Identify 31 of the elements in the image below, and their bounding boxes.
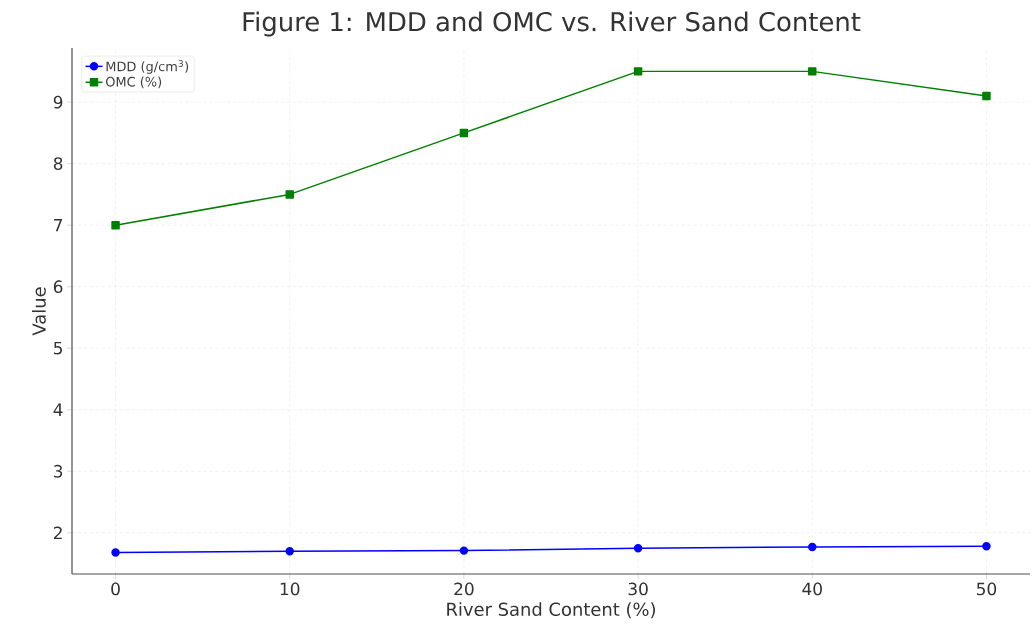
x-tick-label: 50 [977, 582, 997, 596]
x-axis-title: River Sand Content (%) [447, 602, 655, 619]
point [808, 67, 817, 76]
legend-label: MDD (g/cm$^{3}$) [106, 60, 189, 74]
y-tick-label: 8 [53, 157, 63, 171]
point [285, 547, 294, 556]
y-tick-label: 3 [54, 464, 63, 478]
point [982, 542, 991, 551]
chart-title: Figure 1: MDD and OMC vs. River Sand Content [243, 11, 861, 37]
point [111, 220, 120, 230]
y-tick-label: 6 [53, 280, 63, 294]
y-tick-label: 9 [53, 95, 63, 109]
point [633, 67, 643, 76]
point [633, 543, 643, 553]
y-tick-label: 7 [54, 219, 63, 232]
y-tick-label: 2 [53, 526, 62, 540]
point [982, 91, 991, 101]
x-tick-label: 10 [280, 582, 300, 596]
legend-label: OMC (%) [105, 76, 162, 89]
y-tick-label: 5 [54, 341, 62, 355]
x-tick-label: 20 [454, 582, 474, 596]
point [285, 190, 294, 199]
point [459, 546, 469, 555]
y-tick-label: 4 [53, 403, 63, 416]
x-tick-label: 40 [802, 582, 822, 596]
point [459, 128, 469, 138]
y-axis-title: Value [31, 287, 46, 336]
point [808, 542, 817, 552]
x-tick-label: 0 [111, 582, 120, 596]
point [111, 548, 120, 557]
x-tick-label: 30 [628, 582, 648, 596]
